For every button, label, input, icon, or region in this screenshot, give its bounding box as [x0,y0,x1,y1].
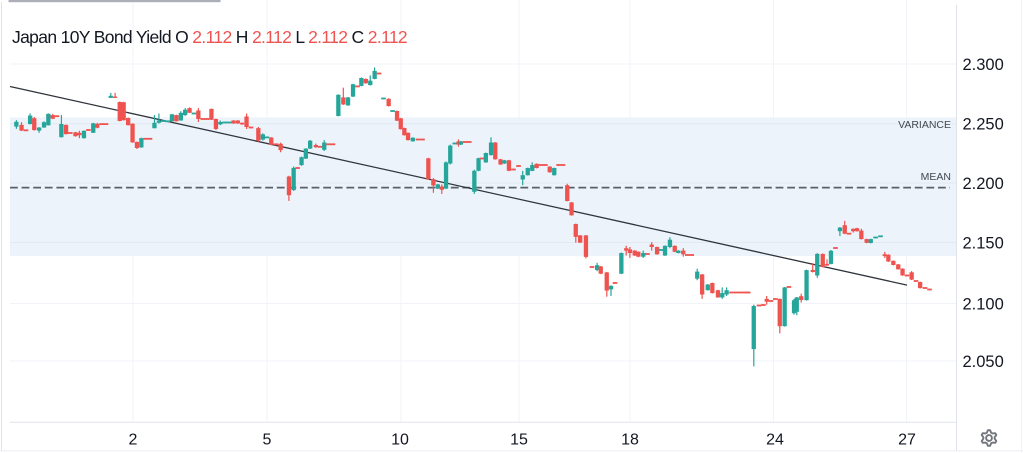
svg-text:5: 5 [263,432,272,449]
svg-text:2.200: 2.200 [963,175,1004,193]
svg-text:15: 15 [510,432,528,449]
svg-text:MEAN: MEAN [921,171,951,183]
svg-text:18: 18 [621,432,639,449]
svg-text:2: 2 [129,432,138,449]
svg-text:2.300: 2.300 [963,56,1004,74]
svg-text:Japan 10Y Bond Yield O 2.112 H: Japan 10Y Bond Yield O 2.112 H 2.112 L 2… [12,27,407,47]
svg-text:24: 24 [766,432,784,449]
svg-text:VARIANCE: VARIANCE [898,119,951,131]
svg-text:27: 27 [898,432,916,449]
svg-text:2.100: 2.100 [963,295,1004,313]
svg-text:2.150: 2.150 [963,234,1004,252]
svg-text:2.050: 2.050 [963,353,1004,371]
svg-text:2.250: 2.250 [963,116,1004,134]
svg-text:10: 10 [391,432,409,449]
